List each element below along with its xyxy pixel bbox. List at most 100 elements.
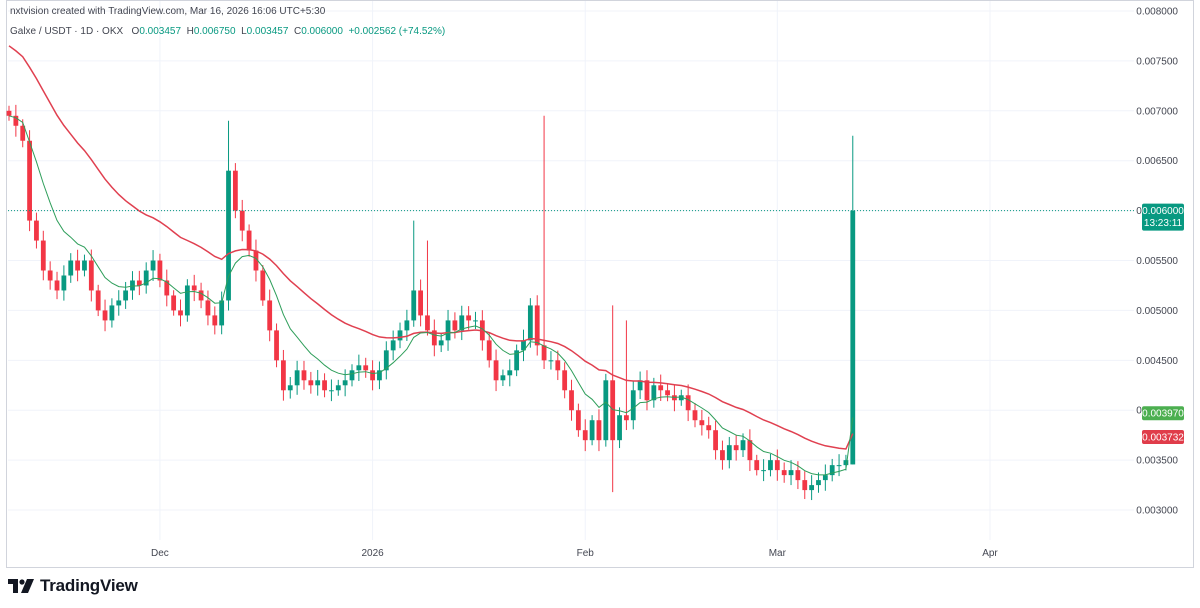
candle-body <box>630 390 636 421</box>
candle-body <box>617 415 622 441</box>
candle-body <box>150 260 156 271</box>
candle-body <box>665 390 670 396</box>
close-value: 0.006000 <box>301 26 343 37</box>
tradingview-brand: TradingView <box>40 576 138 595</box>
candle-body <box>589 420 595 441</box>
candle-body <box>692 410 698 421</box>
candle-body <box>445 320 451 341</box>
candle-body <box>425 315 430 331</box>
candle-body <box>287 385 293 391</box>
y-tick-label: 0.004500 <box>1136 356 1178 367</box>
candle-body <box>27 140 32 221</box>
candle-body <box>253 250 259 271</box>
candle-body <box>740 440 746 451</box>
candle-body <box>658 385 664 391</box>
candle-body <box>198 290 204 301</box>
candle-body <box>239 210 245 231</box>
candle-body <box>500 375 506 381</box>
x-tick-label: 2026 <box>361 548 384 559</box>
candle-body <box>267 300 273 331</box>
candle-body <box>116 300 122 306</box>
candle-body <box>836 465 842 467</box>
candle-body <box>466 315 472 321</box>
price-tag-bg <box>1142 203 1184 231</box>
candle-body <box>246 230 252 251</box>
candle-body <box>418 290 423 316</box>
candle-body <box>136 280 142 286</box>
candle-body <box>68 260 74 276</box>
candle-body <box>548 360 554 362</box>
candle-body <box>507 370 513 376</box>
candle-body <box>726 445 732 461</box>
candle-body <box>768 460 773 471</box>
candle-body <box>795 470 801 481</box>
candle-body <box>486 340 492 361</box>
x-tick-label: Dec <box>151 548 169 559</box>
candle-body <box>274 330 279 361</box>
price-chart[interactable]: 0.0030000.0035000.0040000.0045000.005000… <box>0 0 1200 568</box>
y-tick-label: 0.005000 <box>1136 306 1178 317</box>
x-tick-label: Mar <box>769 548 787 559</box>
candle-body <box>335 385 341 391</box>
candle-body <box>431 330 437 346</box>
x-axis[interactable]: Dec 2026 Feb Mar Apr <box>151 548 998 559</box>
candle-body <box>178 310 183 316</box>
candle-body <box>390 340 396 351</box>
candle-body <box>569 390 574 411</box>
candle-body <box>562 370 568 391</box>
candle-body <box>377 370 382 381</box>
candles <box>6 104 856 501</box>
open-value: 0.003457 <box>139 26 182 37</box>
symbol-label[interactable]: Galxe / USDT · 1D · OKX <box>10 26 124 37</box>
ema-fast-tag-bg <box>1142 406 1184 421</box>
candle-body <box>747 440 753 461</box>
candle-body <box>61 275 67 291</box>
y-tick-label: 0.005500 <box>1136 256 1178 267</box>
candle-body <box>308 380 314 386</box>
candle-body <box>88 260 94 291</box>
candle-body <box>527 305 533 341</box>
candle-body <box>370 370 375 381</box>
candle-body <box>281 360 286 391</box>
candle-body <box>226 170 231 301</box>
candle-body <box>191 285 197 291</box>
candle-body <box>493 360 499 381</box>
candle-body <box>575 410 581 431</box>
candle-body <box>829 465 835 476</box>
candle-body <box>260 270 266 301</box>
candle-body <box>816 480 821 486</box>
open-label: O <box>131 26 140 37</box>
candle-body <box>123 290 129 301</box>
candle-body <box>219 300 225 326</box>
candle-body <box>637 380 643 391</box>
y-tick-label: 0.007000 <box>1136 106 1178 117</box>
candle-body <box>452 320 458 331</box>
ohlc-legend: Galxe / USDT · 1D · OKX O0.003457 H0.006… <box>10 26 445 37</box>
candle-body <box>685 395 691 411</box>
y-tick-label: 0.008000 <box>1136 6 1178 17</box>
candle-body <box>82 260 87 271</box>
ema-slow-tag-bg <box>1142 429 1184 444</box>
candle-body <box>720 450 725 461</box>
candle-body <box>788 470 794 476</box>
candle-body <box>802 480 808 491</box>
tradingview-logo-icon <box>8 579 34 593</box>
candle-body <box>761 470 766 472</box>
candle-body <box>774 460 780 471</box>
price-tag-text: 0.006000 <box>1142 206 1184 217</box>
candle-body <box>164 280 170 296</box>
candle-body <box>294 370 300 386</box>
y-tick-label: 0.007500 <box>1136 56 1178 67</box>
close-label: C <box>293 26 302 37</box>
candle-body <box>754 460 760 471</box>
candle-body <box>541 345 547 361</box>
low-label: L <box>241 26 247 37</box>
y-tick-label: 0.003500 <box>1136 456 1178 467</box>
candle-body <box>95 290 101 311</box>
candle-body <box>356 365 362 371</box>
candle-body <box>6 110 12 116</box>
tradingview-footer[interactable]: TradingView <box>8 576 138 596</box>
candle-body <box>610 380 616 441</box>
candle-body <box>315 380 321 386</box>
candle-body <box>582 430 588 441</box>
